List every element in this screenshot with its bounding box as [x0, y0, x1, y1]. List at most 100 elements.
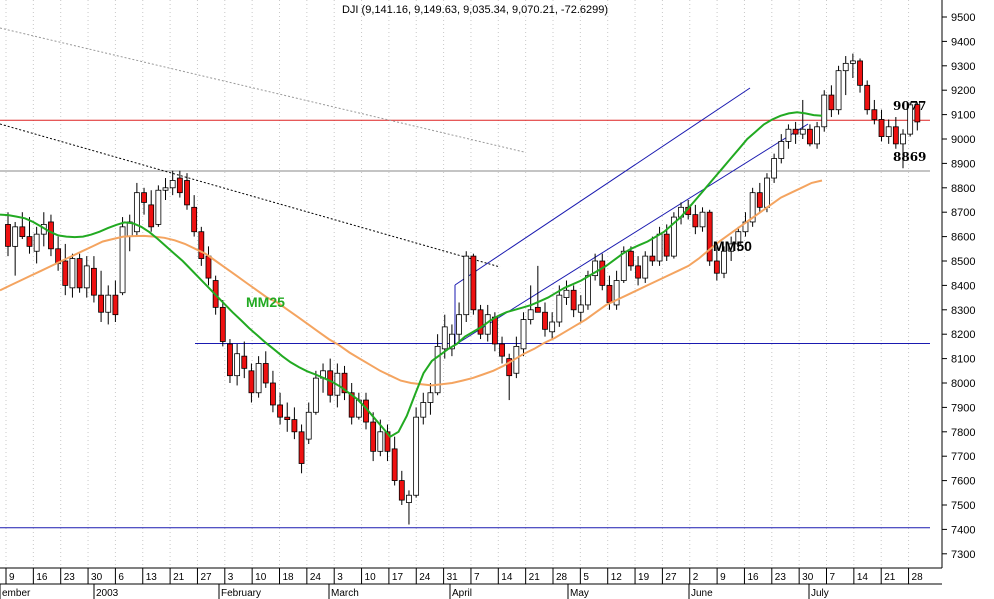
moving-averages [0, 111, 823, 438]
y-axis: 9500 9400 9300 9200 9100 9000 8900 8800 8700 8600… [942, 12, 975, 561]
candle-body [670, 216, 677, 257]
x-tick-label: 5 [583, 572, 589, 583]
candle-body [721, 250, 727, 274]
candle-body [814, 126, 820, 145]
candle-body [642, 255, 649, 279]
candle-body [756, 192, 763, 208]
down-trend-line [0, 123, 501, 268]
candle-body [663, 233, 670, 257]
month-label: April [452, 588, 472, 599]
candle-body [284, 416, 291, 421]
candle-body [620, 250, 627, 281]
x-tick-label: 12 [611, 572, 623, 583]
x-tick-label: 19 [638, 572, 650, 583]
x-tick-label: 30 [91, 572, 103, 583]
candle-body [19, 226, 26, 237]
level-label: 9077 [893, 99, 926, 113]
x-tick-label: 3 [228, 572, 234, 583]
ma25-label: MM25 [246, 294, 285, 310]
candle-body [91, 267, 97, 296]
candle-body [842, 62, 849, 72]
channel-upper-line [454, 87, 751, 286]
candle-body [520, 319, 527, 350]
candle-body [305, 411, 312, 440]
candle-body [549, 321, 556, 333]
month-label: July [811, 588, 829, 599]
candle-body [384, 431, 391, 452]
month-label: May [570, 588, 589, 599]
y-tick-label: 8700 [951, 207, 975, 219]
candle-body [491, 316, 498, 345]
candle-body [398, 480, 405, 501]
y-tick-label: 9200 [951, 85, 975, 97]
x-tick-label: 24 [310, 572, 322, 583]
candle-body [420, 402, 427, 418]
candle-body [155, 189, 162, 225]
candle-body [434, 345, 441, 394]
candle-body [570, 289, 577, 311]
candle-body [391, 448, 398, 482]
x-tick-label: 9 [720, 572, 726, 583]
candle-body [348, 392, 355, 418]
y-tick-label: 8000 [951, 378, 975, 390]
candle-body [241, 355, 248, 369]
candle-body [298, 431, 305, 464]
candle-body [849, 60, 856, 64]
x-tick-label: 16 [36, 572, 48, 583]
candle-body [198, 231, 205, 259]
candle-body [262, 363, 269, 384]
x-tick-label: 28 [912, 572, 924, 583]
candle-body [771, 158, 778, 179]
x-tick-label: 27 [200, 572, 212, 583]
candle-body [463, 255, 470, 316]
candle-body [892, 126, 899, 145]
candle-body [69, 258, 76, 289]
x-tick-label: 2 [693, 572, 699, 583]
candle-body [799, 128, 806, 135]
candle-body [119, 226, 126, 294]
candle-body [341, 372, 348, 394]
candle-body [477, 309, 484, 335]
candle-body [176, 177, 183, 194]
candle-body [83, 265, 90, 289]
x-tick-label: 17 [392, 572, 404, 583]
y-tick-label: 7600 [951, 476, 975, 488]
x-tick-label: 18 [283, 572, 295, 583]
y-tick-label: 7500 [951, 500, 975, 512]
candle-body [413, 416, 420, 496]
candle-body [692, 214, 699, 228]
candle-body [141, 192, 147, 203]
x-tick-label: 24 [419, 572, 431, 583]
x-axis: 9 16 23 30 6 13 21 27 3 10 18 24 3 10 17 24 31 7 14 21 28 5 12… [0, 568, 923, 599]
candle-body [312, 377, 319, 413]
y-tick-label: 9300 [951, 61, 975, 73]
x-tick-label: 31 [447, 572, 459, 583]
y-tick-label: 9500 [951, 12, 975, 24]
ma50-line [0, 179, 823, 387]
x-tick-label: 14 [857, 572, 869, 583]
y-tick-label: 8200 [951, 329, 975, 341]
candle-body [205, 255, 212, 279]
y-tick-label: 9000 [951, 134, 975, 146]
candle-body [248, 370, 255, 394]
candle-body [406, 494, 412, 503]
candle-body [864, 84, 871, 111]
candle-body [219, 306, 226, 342]
candle-body [656, 233, 663, 262]
y-tick-label: 7700 [951, 451, 975, 463]
candle-body [62, 260, 69, 286]
y-tick-label: 8300 [951, 305, 975, 317]
candle-body [534, 306, 541, 313]
candle-body [563, 289, 570, 298]
candle-body [749, 192, 756, 223]
candle-body [735, 231, 742, 245]
candle-body [370, 421, 377, 452]
x-tick-label: 23 [775, 572, 787, 583]
candle-body [169, 180, 176, 189]
candle-body [713, 260, 720, 274]
month-label: March [331, 588, 359, 599]
x-tick-label: 30 [802, 572, 814, 583]
candle-body [184, 180, 190, 206]
x-tick-label: 21 [884, 572, 896, 583]
candle-body [12, 226, 19, 247]
